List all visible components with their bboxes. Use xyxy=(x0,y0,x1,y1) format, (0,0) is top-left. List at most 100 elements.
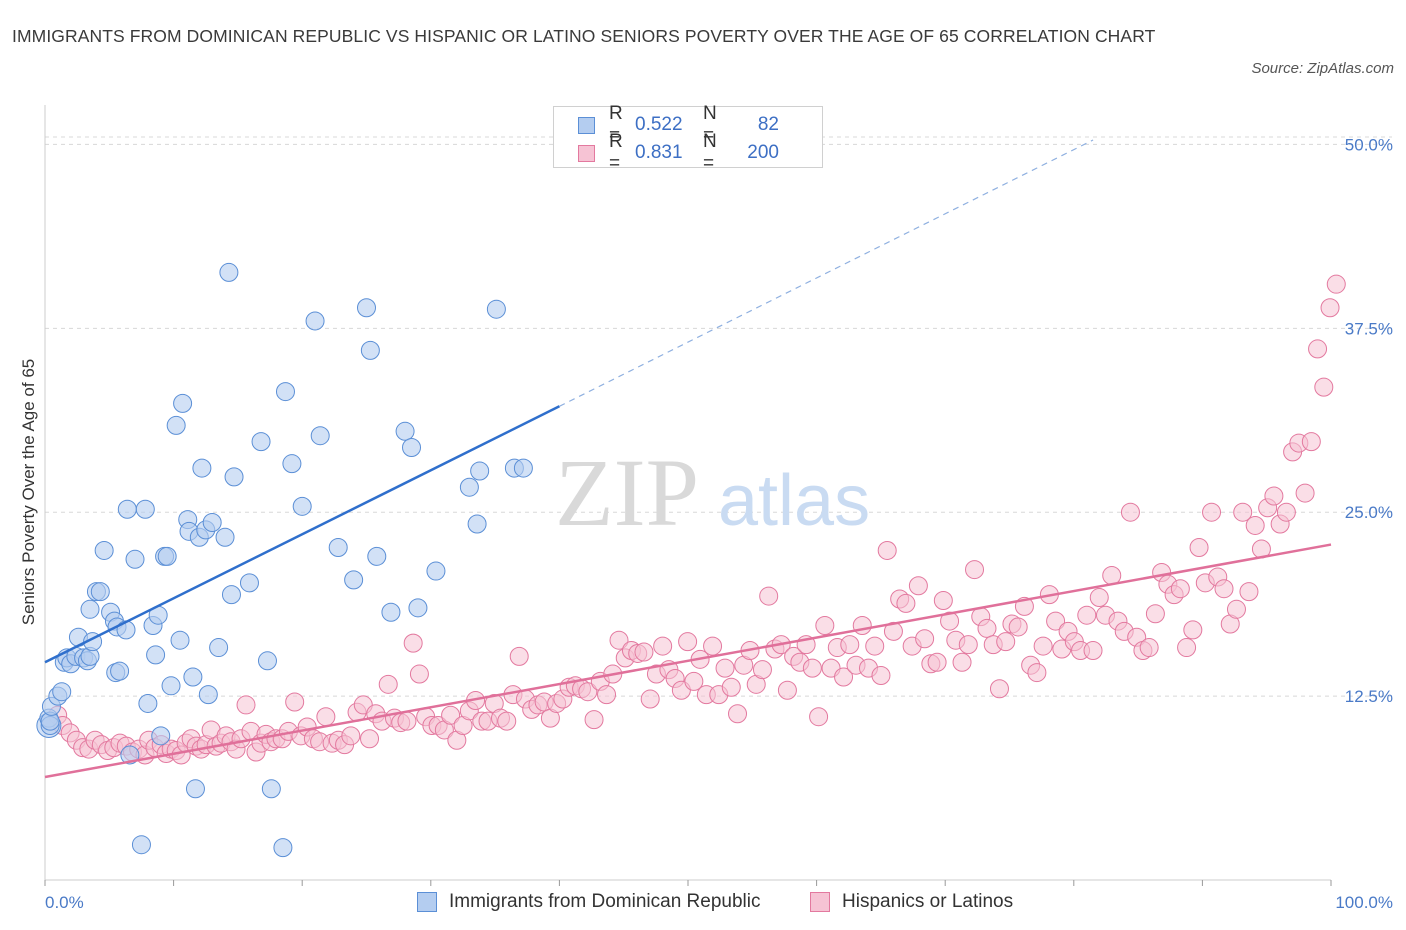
legend-r-label: R = xyxy=(609,131,623,174)
pink-point xyxy=(1320,298,1340,318)
pink-point xyxy=(609,630,629,650)
stats-legend: R = 0.522 N = 82 R = 0.831 N = 200 xyxy=(553,103,823,174)
bottom-legend-pink: Hispanics or Latinos xyxy=(810,890,1013,914)
blue-trend-extension xyxy=(559,139,1094,407)
blue-point xyxy=(467,514,487,534)
blue-point xyxy=(257,651,277,671)
tick-labels: 12.5% 25.0% 37.5% 50.0% 0.0% 100.0% xyxy=(45,135,1393,912)
pink-point xyxy=(497,711,517,731)
pink-point xyxy=(952,652,972,672)
pink-point xyxy=(640,689,660,709)
pink-point xyxy=(1239,582,1259,602)
pink-point xyxy=(1027,663,1047,683)
y-tick-label: 37.5% xyxy=(1345,319,1393,338)
pink-trend-line xyxy=(44,543,1332,779)
blue-point xyxy=(408,598,428,618)
pink-point xyxy=(996,632,1016,652)
grid-lines xyxy=(45,136,1392,697)
pink-point xyxy=(933,590,953,610)
pink-point xyxy=(802,658,822,678)
pink-point xyxy=(1083,641,1103,660)
legend-r-label: R = xyxy=(609,103,623,146)
pink-point xyxy=(815,615,835,635)
blue-point xyxy=(219,262,239,282)
pink-point xyxy=(834,667,854,687)
blue-point xyxy=(209,638,229,658)
pink-point xyxy=(1308,339,1328,359)
blue-trend-line xyxy=(44,405,560,664)
pink-point xyxy=(1314,377,1334,397)
legend-n-value: 200 xyxy=(747,142,779,163)
blue-point xyxy=(192,458,212,478)
pink-point xyxy=(752,660,772,680)
blue-point xyxy=(459,477,479,497)
pink-point xyxy=(584,710,604,730)
blue-point xyxy=(305,311,325,331)
pink-point xyxy=(285,692,305,712)
pink-point xyxy=(441,705,461,725)
y-axis-title: Seniors Poverty Over the Age of 65 xyxy=(19,359,38,625)
pink-point xyxy=(977,618,997,638)
pink-point xyxy=(871,666,891,686)
pink-point xyxy=(1046,611,1066,631)
pink-point xyxy=(777,680,797,700)
blue-point xyxy=(161,676,181,696)
legend-n-value: 82 xyxy=(757,114,779,135)
blue-point xyxy=(426,561,446,581)
blue-point xyxy=(344,570,364,590)
blue-point xyxy=(275,382,295,402)
legend-n-label: N = xyxy=(703,103,717,146)
pink-point xyxy=(236,695,256,715)
pink-point xyxy=(1170,579,1190,599)
blue-point xyxy=(381,602,401,622)
blue-point xyxy=(282,454,302,474)
pink-point xyxy=(1120,502,1140,522)
pink-point xyxy=(1033,636,1053,656)
blue-point xyxy=(166,415,186,435)
blue-point xyxy=(120,745,140,765)
pink-point xyxy=(1077,605,1097,625)
blue-series-points xyxy=(36,262,533,858)
pink-point xyxy=(1102,565,1122,585)
pink-point xyxy=(865,636,885,656)
blue-point xyxy=(261,779,281,799)
blue-point xyxy=(513,458,533,478)
pink-point xyxy=(940,611,960,631)
pink-point xyxy=(597,685,617,705)
pink-point xyxy=(1276,502,1296,522)
pink-point xyxy=(840,635,860,655)
legend-n-label: N = xyxy=(703,131,717,174)
pink-point xyxy=(721,677,741,697)
pink-point xyxy=(1233,502,1253,522)
blue-point xyxy=(215,527,235,547)
trend-lines xyxy=(44,139,1332,779)
pink-point xyxy=(1264,486,1284,506)
bottom-legend-label-pink: Hispanics or Latinos xyxy=(842,891,1014,912)
blue-point xyxy=(357,298,376,318)
pink-point xyxy=(509,646,529,666)
blue-point xyxy=(486,299,506,319)
pink-point xyxy=(965,560,985,580)
pink-point xyxy=(715,658,735,678)
pink-point xyxy=(896,593,916,613)
pink-point xyxy=(1008,617,1028,637)
pink-point xyxy=(1301,432,1321,452)
legend-r-value: 0.522 xyxy=(635,114,683,135)
y-tick-label: 12.5% xyxy=(1345,687,1393,706)
legend-row-pink: R = 0.831 N = 200 xyxy=(578,131,779,174)
pink-point xyxy=(809,707,829,727)
blue-point xyxy=(170,630,190,650)
pink-point xyxy=(759,586,779,606)
blue-point xyxy=(402,437,422,457)
pink-point xyxy=(927,652,947,672)
blue-point xyxy=(328,538,348,558)
pink-point xyxy=(908,576,928,596)
blue-point xyxy=(173,393,193,413)
pink-point xyxy=(1183,620,1203,640)
blue-point xyxy=(80,599,100,619)
pink-point xyxy=(316,707,336,727)
pink-point xyxy=(1189,538,1209,558)
blue-point xyxy=(90,582,110,602)
pink-point xyxy=(378,674,398,694)
